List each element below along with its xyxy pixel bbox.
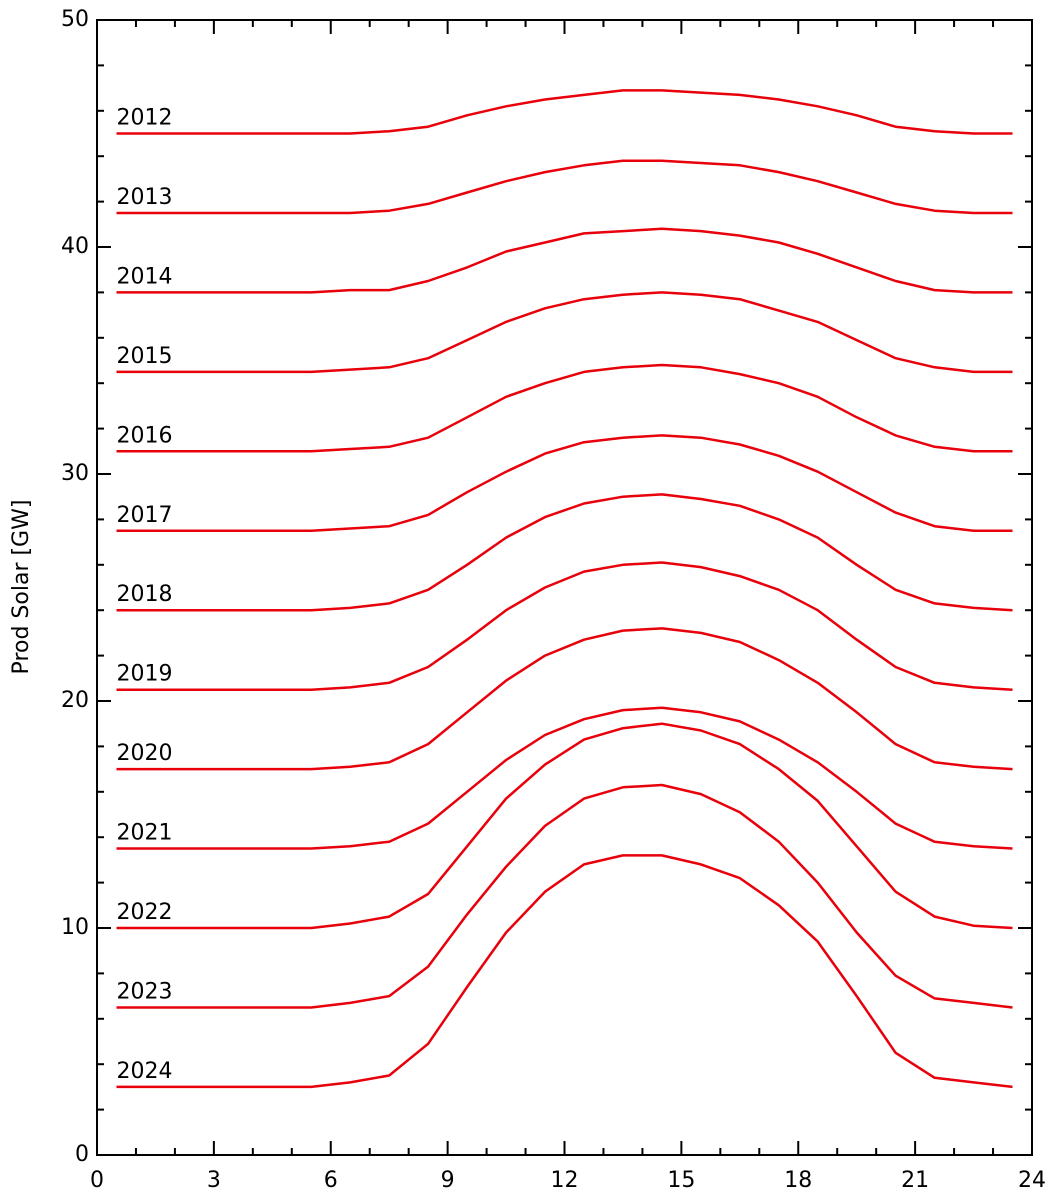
- x-tick-label: 24: [1018, 1168, 1046, 1193]
- series-label: 2018: [116, 582, 172, 607]
- series-label: 2014: [116, 264, 172, 289]
- series-label: 2017: [116, 503, 172, 528]
- series-label: 2012: [116, 106, 172, 131]
- series-label: 2024: [116, 1059, 172, 1084]
- series-label: 2015: [116, 344, 172, 369]
- x-tick-label: 12: [551, 1168, 579, 1193]
- y-tick-label: 50: [61, 7, 89, 32]
- series-line: [116, 434, 1013, 533]
- series-line: [116, 783, 1013, 1009]
- x-tick-label: 21: [901, 1168, 929, 1193]
- series-label: 2022: [116, 900, 172, 925]
- x-tick-label: 15: [667, 1168, 695, 1193]
- series-line: [116, 159, 1013, 215]
- series-line: [116, 561, 1013, 691]
- x-tick-label: 3: [207, 1168, 221, 1193]
- series-label: 2023: [116, 979, 172, 1004]
- series-line: [116, 89, 1013, 135]
- series-line: [116, 854, 1013, 1089]
- y-tick-label: 10: [61, 915, 89, 940]
- series-line: [116, 363, 1013, 453]
- x-tick-label: 9: [441, 1168, 455, 1193]
- series-line: [116, 722, 1013, 930]
- x-tick-label: 6: [324, 1168, 338, 1193]
- y-tick-label: 0: [75, 1142, 89, 1167]
- y-tick-label: 30: [61, 461, 89, 486]
- y-tick-label: 40: [61, 234, 89, 259]
- series-line: [116, 493, 1013, 612]
- x-tick-label: 18: [784, 1168, 812, 1193]
- series-line: [116, 227, 1013, 294]
- series-label: 2021: [116, 821, 172, 846]
- series-label: 2019: [116, 662, 172, 687]
- series-label: 2013: [116, 185, 172, 210]
- series-line: [116, 627, 1013, 771]
- series-label: 2020: [116, 741, 172, 766]
- series-line: [116, 291, 1013, 374]
- y-tick-label: 20: [61, 688, 89, 713]
- series-label: 2016: [116, 423, 172, 448]
- y-axis-label: Prod Solar [GW]: [9, 500, 34, 675]
- series-line: [116, 706, 1013, 850]
- x-tick-label: 0: [90, 1168, 104, 1193]
